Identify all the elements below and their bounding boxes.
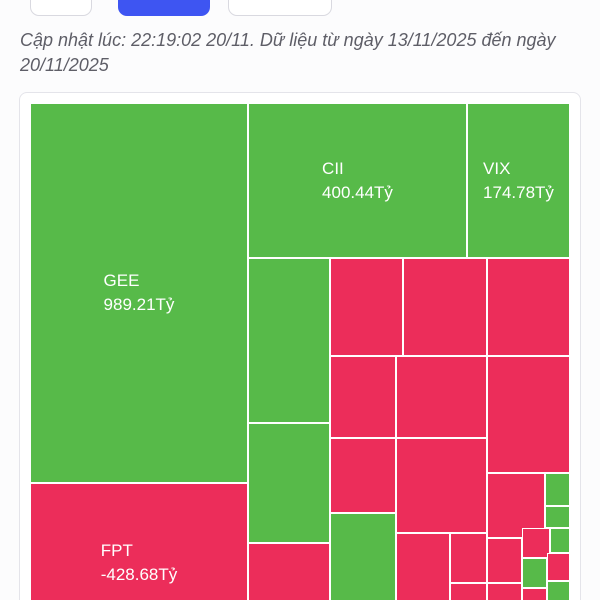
treemap-tile[interactable] xyxy=(248,543,330,600)
treemap-tile[interactable] xyxy=(487,258,570,356)
tile-value: 989.21Tỷ xyxy=(103,295,175,314)
treemap-tile[interactable] xyxy=(450,583,487,600)
treemap-tile[interactable] xyxy=(550,528,570,553)
treemap-tile[interactable] xyxy=(545,506,570,528)
treemap: GEE 989.21Tỷ FPT -428.68Tỷ CII 400.44Tỷ VIX 174… xyxy=(30,103,570,600)
treemap-tile[interactable] xyxy=(330,258,403,356)
treemap-tile[interactable] xyxy=(487,356,570,473)
treemap-tile[interactable] xyxy=(487,538,522,583)
last-updated-text: Cập nhật lúc: 22:19:02 20/11. Dữ liệu từ… xyxy=(20,30,556,75)
treemap-tile-cii[interactable]: CII 400.44Tỷ xyxy=(248,103,467,258)
treemap-tile[interactable] xyxy=(450,533,487,583)
tile-label: GEE 989.21Tỷ xyxy=(104,269,175,317)
treemap-tile[interactable] xyxy=(522,528,550,558)
treemap-tile[interactable] xyxy=(522,588,547,600)
treemap-tile[interactable] xyxy=(330,513,396,600)
toolbar xyxy=(30,0,600,17)
treemap-tile[interactable] xyxy=(248,423,330,543)
treemap-tile[interactable] xyxy=(487,583,522,600)
filter-button-3[interactable] xyxy=(228,0,332,16)
tile-label: FPT -428.68Tỷ xyxy=(101,539,178,587)
tile-label: CII 400.44Tỷ xyxy=(322,157,393,205)
treemap-tile[interactable] xyxy=(330,438,396,513)
treemap-tile[interactable] xyxy=(248,258,330,423)
treemap-tile[interactable] xyxy=(487,473,545,538)
treemap-tile[interactable] xyxy=(545,473,570,506)
tile-value: 400.44Tỷ xyxy=(322,182,393,202)
treemap-tile-gee[interactable]: GEE 989.21Tỷ xyxy=(30,103,248,483)
treemap-tile[interactable] xyxy=(396,438,487,533)
treemap-tile-fpt[interactable]: FPT -428.68Tỷ xyxy=(30,483,248,600)
tile-symbol: VIX xyxy=(483,158,511,178)
treemap-tile[interactable] xyxy=(547,581,570,600)
treemap-tile[interactable] xyxy=(522,558,547,588)
tile-label: VIX 174.78Tỷ xyxy=(483,157,554,205)
treemap-card: GEE 989.21Tỷ FPT -428.68Tỷ CII 400.44Tỷ VIX 174… xyxy=(19,92,581,600)
tile-symbol: CII xyxy=(322,158,344,178)
filter-button-1[interactable] xyxy=(30,0,92,16)
tile-symbol: GEE xyxy=(103,271,140,290)
tile-value: -428.68Tỷ xyxy=(100,565,178,584)
treemap-tile-vix[interactable]: VIX 174.78Tỷ xyxy=(467,103,570,258)
treemap-tile[interactable] xyxy=(396,356,487,438)
tile-symbol: FPT xyxy=(100,541,133,560)
filter-button-2-active[interactable] xyxy=(118,0,210,16)
treemap-tile[interactable] xyxy=(330,356,396,438)
treemap-tile[interactable] xyxy=(396,533,450,600)
treemap-tile[interactable] xyxy=(403,258,487,356)
tile-value: 174.78Tỷ xyxy=(483,182,554,202)
treemap-tile[interactable] xyxy=(547,553,570,581)
